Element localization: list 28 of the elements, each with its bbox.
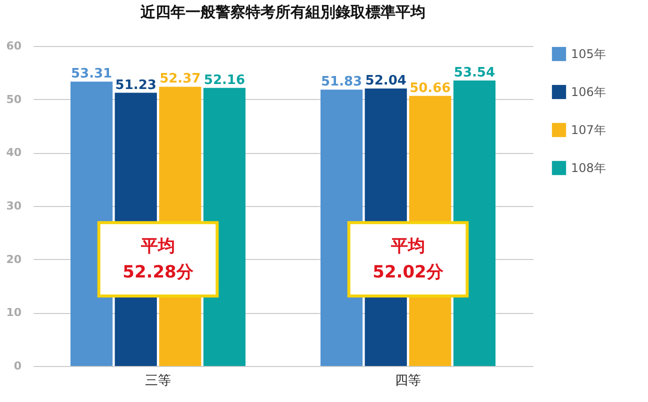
y-tick-label: 40 bbox=[6, 146, 22, 160]
data-label: 53.54 bbox=[454, 65, 496, 80]
data-label: 53.31 bbox=[70, 66, 112, 82]
legend-label: 105年 bbox=[571, 47, 606, 61]
data-label: 52.04 bbox=[365, 73, 406, 88]
data-label: 51.83 bbox=[320, 74, 362, 90]
data-label: 50.66 bbox=[410, 80, 451, 96]
annotation: 平均 52.02分 bbox=[372, 236, 444, 282]
bar bbox=[203, 88, 246, 366]
legend-label: 108年 bbox=[571, 161, 606, 175]
x-tick-label: 三等 bbox=[145, 374, 171, 388]
y-tick-label: 60 bbox=[6, 40, 22, 52]
x-tick-label: 四等 bbox=[395, 374, 421, 388]
data-label: 52.37 bbox=[160, 72, 201, 87]
y-tick-label: 10 bbox=[6, 306, 22, 320]
legend-label: 107年 bbox=[571, 123, 606, 137]
y-tick-label: 50 bbox=[6, 92, 22, 106]
data-label: 51.23 bbox=[115, 78, 156, 93]
y-tick-label: 20 bbox=[6, 252, 22, 266]
bar bbox=[453, 80, 496, 366]
y-tick-label: 0 bbox=[14, 360, 22, 372]
y-tick-label: 30 bbox=[6, 200, 22, 212]
chart-title: 近四年一般警察特考所有組別錄取標準平均 bbox=[140, 3, 426, 21]
data-label: 52.16 bbox=[204, 72, 246, 88]
legend-label: 106年 bbox=[571, 85, 606, 99]
bar bbox=[70, 82, 113, 366]
annotation: 平均 52.28分 bbox=[122, 236, 194, 282]
bar bbox=[320, 90, 363, 366]
